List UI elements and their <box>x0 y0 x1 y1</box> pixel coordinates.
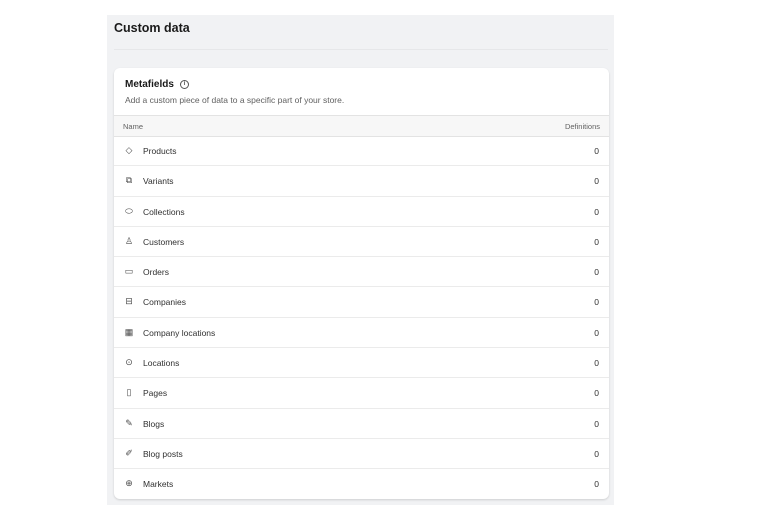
table-row[interactable]: ▦ Company locations 0 <box>114 318 609 349</box>
row-label: Pages <box>143 388 168 399</box>
row-count: 0 <box>594 297 599 308</box>
row-label: Customers <box>143 236 185 247</box>
table-row[interactable]: ▭ Orders 0 <box>114 257 609 288</box>
row-count: 0 <box>594 479 599 490</box>
row-count: 0 <box>594 146 599 156</box>
table-header: Name Definitions <box>114 115 609 137</box>
column-definitions: Definitions <box>564 122 600 131</box>
row-count: 0 <box>594 358 599 369</box>
row-label: Markets <box>143 479 174 490</box>
tag-icon: ◇ <box>125 145 133 155</box>
globe-icon: ⊕ <box>125 478 133 489</box>
table-row[interactable]: ⧉ Variants 0 <box>114 166 609 197</box>
row-count: 0 <box>594 206 599 217</box>
table-row[interactable]: ⊙ Locations 0 <box>114 348 609 379</box>
divider <box>114 49 608 50</box>
page-icon: ▯ <box>126 387 132 398</box>
table-row[interactable]: ✎ Blogs 0 <box>114 409 609 439</box>
row-count: 0 <box>594 388 599 399</box>
briefcase-icon: ⊟ <box>125 296 133 307</box>
table-row[interactable]: ⬭ Collections 0 <box>114 197 609 227</box>
custom-data-page: Custom data Metafields i Add a custom pi… <box>107 15 614 505</box>
collection-icon: ⬭ <box>125 205 133 216</box>
row-count: 0 <box>594 327 599 338</box>
row-count: 0 <box>594 176 599 187</box>
row-label: Blogs <box>143 418 165 429</box>
row-count: 0 <box>594 236 599 247</box>
metafields-heading: Metafields i <box>125 79 189 90</box>
row-label: Products <box>143 146 177 156</box>
table-row[interactable]: ⊟ Companies 0 <box>114 287 609 318</box>
row-label: Company locations <box>143 327 216 338</box>
table-row[interactable]: ✐ Blog posts 0 <box>114 439 609 470</box>
row-count: 0 <box>594 267 599 278</box>
page-title: Custom data <box>114 21 190 35</box>
row-label: Companies <box>143 297 186 308</box>
row-label: Variants <box>143 176 174 187</box>
row-label: Orders <box>143 267 169 278</box>
building-icon: ▦ <box>124 326 134 337</box>
info-icon[interactable]: i <box>179 80 189 89</box>
row-count: 0 <box>594 448 599 459</box>
inbox-icon: ▭ <box>124 266 134 277</box>
row-label: Locations <box>143 358 180 369</box>
blog-icon: ✎ <box>125 417 133 428</box>
table-row[interactable]: ⊕ Markets 0 <box>114 469 609 498</box>
table-row[interactable]: ◇ Products 0 <box>114 136 609 167</box>
person-icon: ♙ <box>124 235 134 246</box>
row-count: 0 <box>594 418 599 429</box>
column-name: Name <box>123 122 144 131</box>
row-label: Blog posts <box>143 448 183 459</box>
metafields-list: ◇ Products 0 ⧉ Variants 0 ⬭ Collections 0 ♙… <box>114 136 609 499</box>
row-label: Collections <box>143 206 185 217</box>
table-row[interactable]: ▯ Pages 0 <box>114 378 609 409</box>
metafields-card: Metafields i Add a custom piece of data … <box>114 68 609 499</box>
table-row[interactable]: ♙ Customers 0 <box>114 227 609 258</box>
metafields-subtitle: Add a custom piece of data to a specific… <box>125 95 345 105</box>
metafields-title: Metafields <box>125 79 174 90</box>
variants-icon: ⧉ <box>125 175 133 186</box>
pencil-icon: ✐ <box>125 447 133 458</box>
location-pin-icon: ⊙ <box>125 357 133 368</box>
